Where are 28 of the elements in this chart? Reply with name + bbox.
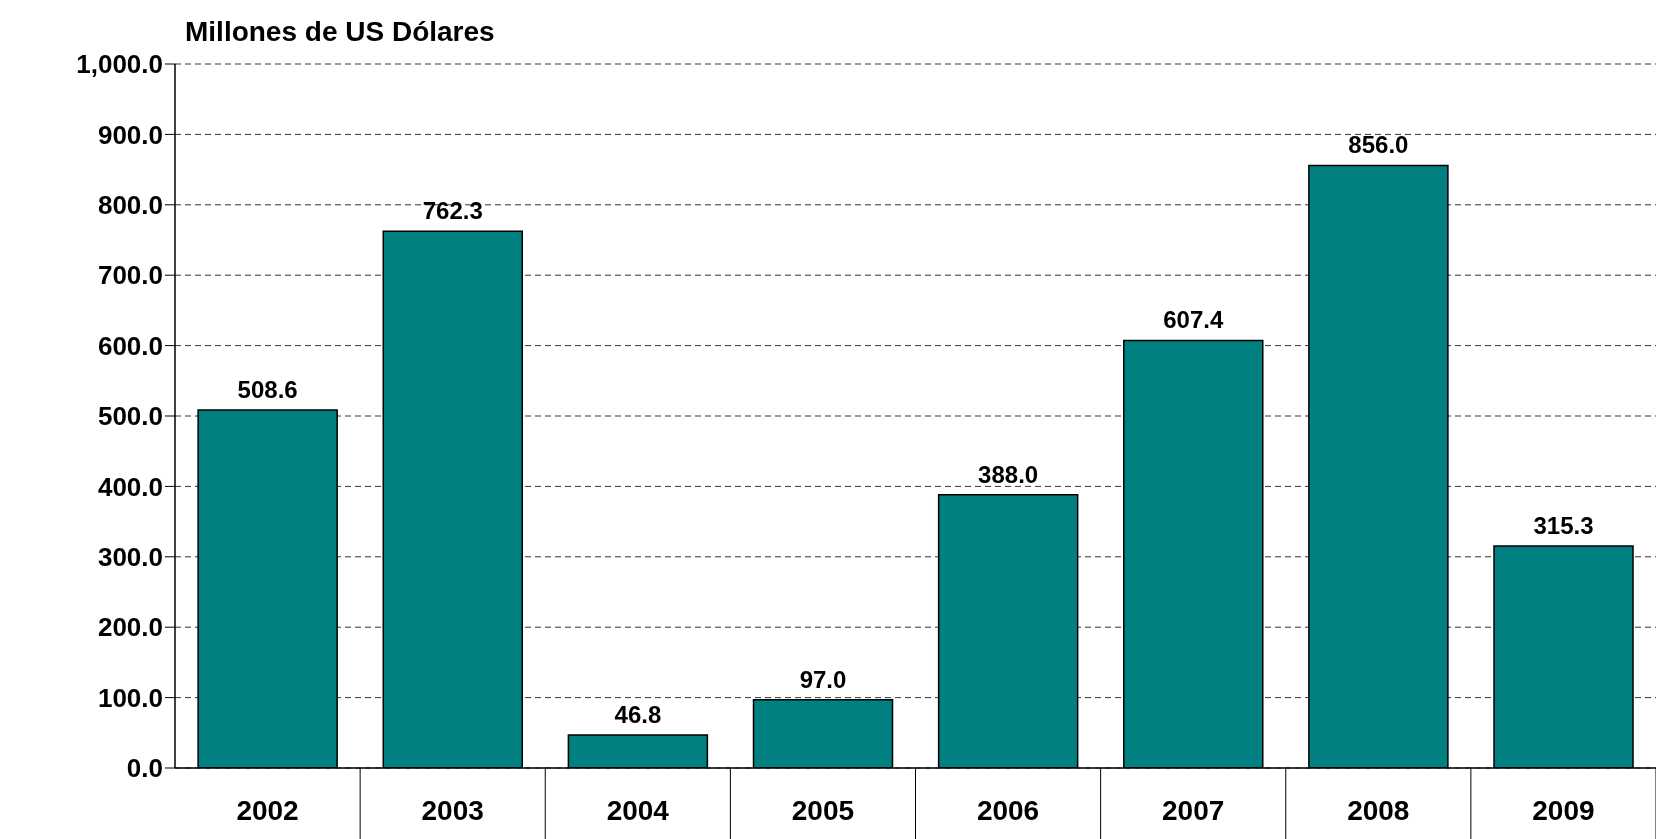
data-label: 856.0 <box>1348 131 1409 159</box>
data-label: 46.8 <box>614 701 662 729</box>
x-tick-label: 2005 <box>791 795 855 826</box>
data-label: 315.3 <box>1533 512 1594 540</box>
y-tick-label: 1,000.0 <box>76 49 163 80</box>
y-tick-label: 900.0 <box>97 119 163 150</box>
y-tick-label: 700.0 <box>97 260 163 291</box>
x-tick-label: 2007 <box>1162 795 1225 826</box>
y-tick-label: 800.0 <box>97 190 163 221</box>
y-tick-label: 600.0 <box>97 330 163 361</box>
data-label: 508.6 <box>237 375 298 403</box>
y-tick-label: 500.0 <box>97 401 163 432</box>
x-tick-label: 2009 <box>1532 795 1595 826</box>
x-tick-label: 2008 <box>1347 795 1410 826</box>
x-tick-label: 2003 <box>421 795 484 826</box>
x-tick-label: 2002 <box>236 795 299 826</box>
data-label: 762.3 <box>422 197 483 225</box>
data-label: 388.0 <box>978 460 1039 488</box>
data-label: 97.0 <box>799 665 847 693</box>
data-label: 607.4 <box>1163 306 1224 334</box>
y-tick-label: 100.0 <box>97 682 163 713</box>
y-tick-label: 400.0 <box>97 471 163 502</box>
y-tick-label: 0.0 <box>126 753 163 784</box>
y-tick-label: 300.0 <box>97 542 163 573</box>
x-tick-label: 2006 <box>976 795 1040 826</box>
y-axis-title: Millones de US Dólares <box>185 16 495 48</box>
y-tick-label: 200.0 <box>97 612 163 643</box>
x-tick-label: 2004 <box>606 795 670 826</box>
